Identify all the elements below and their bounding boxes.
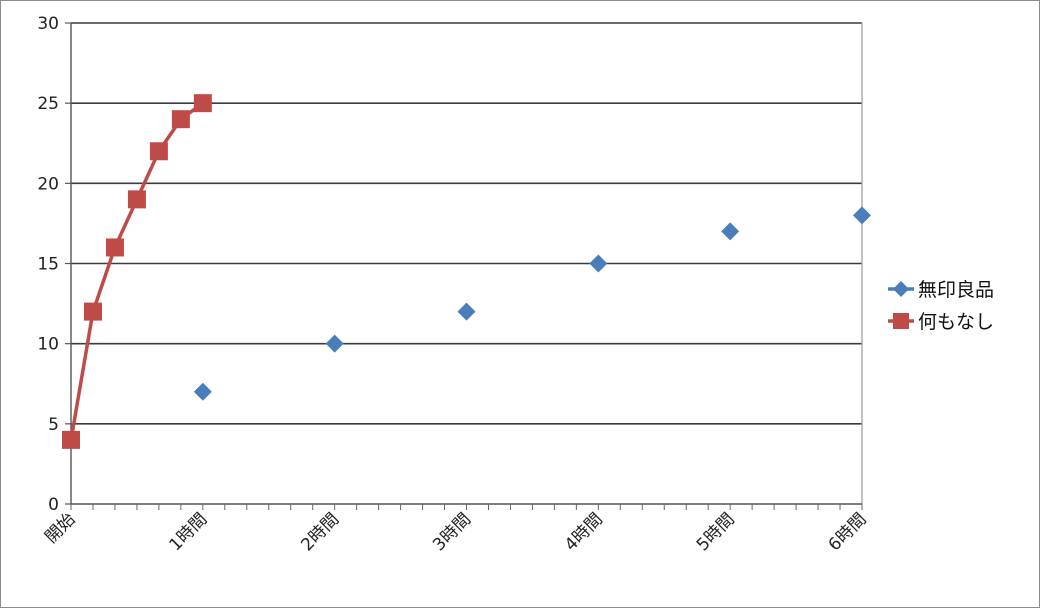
x-tick-label-2: 2時間: [297, 509, 343, 555]
series-layer: [62, 94, 871, 449]
legend-label-0: 無印良品: [918, 279, 994, 301]
point-0-1: [325, 334, 344, 353]
x-tick-label-6: 6時間: [825, 509, 871, 555]
x-tick-label-0: 開始: [41, 509, 79, 547]
legend-marker-1: [893, 313, 909, 329]
series-1: [62, 94, 212, 449]
x-tick-label-1: 1時間: [166, 509, 212, 555]
y-tick-label-25: 25: [37, 94, 59, 114]
x-tick-label-3: 3時間: [429, 509, 475, 555]
y-tick-label-5: 5: [48, 415, 59, 435]
point-0-4: [721, 222, 740, 241]
series-line-1: [69, 101, 204, 441]
point-0-0: [193, 382, 212, 401]
legend-item-1: 何もなし: [888, 311, 994, 333]
point-1-6: [193, 94, 212, 113]
point-1-2: [105, 238, 124, 257]
point-1-4: [149, 142, 168, 161]
point-0-2: [457, 302, 476, 321]
point-0-5: [853, 206, 871, 225]
legend-label-1: 何もなし: [918, 311, 994, 333]
legend-marker-0: [893, 281, 909, 297]
y-axis-ticks: 0 5 10 15 20 25 30: [37, 14, 71, 515]
x-axis-ticks: 開始 1時間 2時間 3時間 4時間 5時間 6時間: [41, 504, 871, 555]
legend-item-0: 無印良品: [888, 279, 994, 301]
gridlines: [71, 22, 862, 425]
y-tick-label-10: 10: [37, 335, 59, 355]
point-1-3: [127, 190, 146, 209]
series-0: [193, 206, 871, 401]
y-tick-label-20: 20: [37, 174, 59, 194]
y-tick-label-15: 15: [37, 255, 59, 275]
y-tick-label-0: 0: [48, 495, 59, 515]
point-1-0: [62, 430, 80, 449]
x-tick-label-5: 5時間: [693, 509, 739, 555]
point-1-5: [171, 110, 190, 129]
point-0-3: [589, 254, 608, 273]
x-tick-label-4: 4時間: [561, 509, 607, 555]
point-1-1: [83, 302, 102, 321]
y-tick-label-30: 30: [37, 14, 59, 34]
